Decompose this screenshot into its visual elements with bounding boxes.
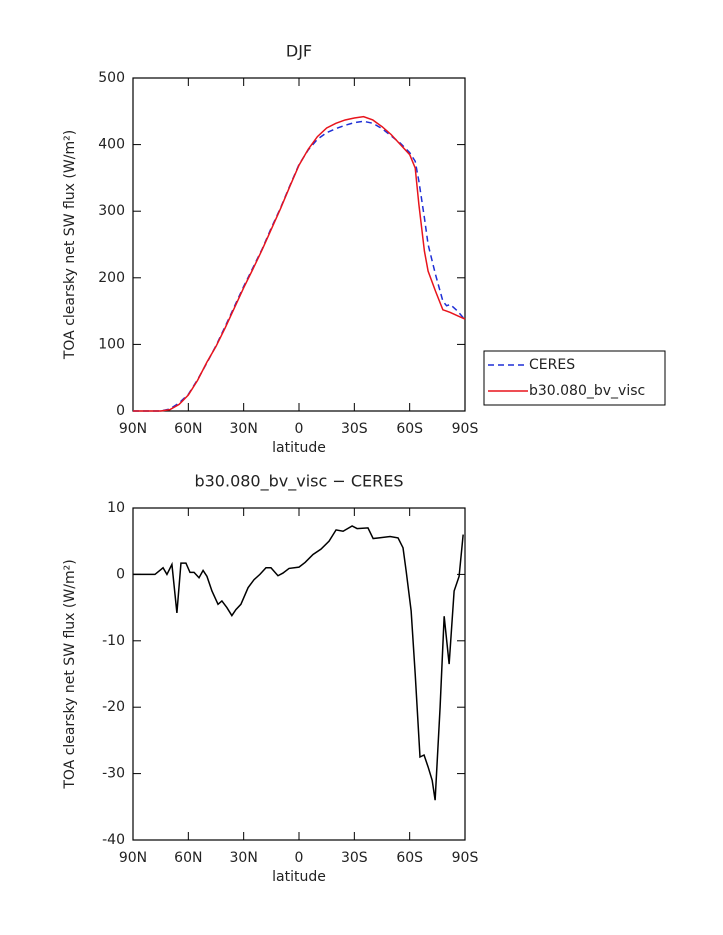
x-tick-label: 30S — [341, 850, 368, 866]
y-axis-label: TOA clearsky net SW flux (W/m²) — [62, 559, 78, 789]
y-tick-label: 10 — [107, 500, 125, 516]
x-tick-label: 60S — [396, 850, 423, 866]
x-tick-label: 30N — [230, 850, 258, 866]
legend-box — [483, 350, 666, 406]
x-tick-label: 90S — [452, 850, 479, 866]
y-tick-label: -10 — [102, 633, 125, 649]
x-tick-label: 60N — [174, 850, 202, 866]
legend-label: b30.080_bv_visc — [529, 383, 645, 399]
chart-title: b30.080_bv_visc − CERES — [194, 472, 403, 492]
x-tick-label: 90N — [119, 850, 147, 866]
x-axis-label: latitude — [272, 440, 326, 456]
x-tick-label: 60N — [174, 421, 202, 437]
legend-label: CERES — [529, 357, 575, 373]
data-line — [133, 525, 464, 801]
y-tick-label: 300 — [98, 203, 125, 219]
chart-title: DJF — [286, 42, 312, 61]
x-axis-label: latitude — [272, 869, 326, 885]
y-tick-label: 200 — [98, 270, 125, 286]
plot-frame — [132, 77, 466, 412]
y-tick-label: 400 — [98, 137, 125, 153]
x-tick-label: 60S — [396, 421, 423, 437]
y-tick-label: -20 — [102, 699, 125, 715]
y-tick-label: 100 — [98, 336, 125, 352]
x-tick-label: 90S — [452, 421, 479, 437]
x-tick-label: 0 — [295, 421, 304, 437]
x-tick-label: 90N — [119, 421, 147, 437]
x-tick-label: 0 — [295, 850, 304, 866]
y-axis-label: TOA clearsky net SW flux (W/m²) — [62, 130, 78, 360]
x-tick-label: 30S — [341, 421, 368, 437]
y-tick-label: 0 — [116, 566, 125, 582]
y-tick-label: 500 — [98, 70, 125, 86]
data-line — [133, 115, 466, 412]
plot-frame — [132, 507, 466, 841]
y-tick-label: 0 — [116, 403, 125, 419]
y-tick-label: -30 — [102, 766, 125, 782]
x-tick-label: 30N — [230, 421, 258, 437]
y-tick-label: -40 — [102, 832, 125, 848]
